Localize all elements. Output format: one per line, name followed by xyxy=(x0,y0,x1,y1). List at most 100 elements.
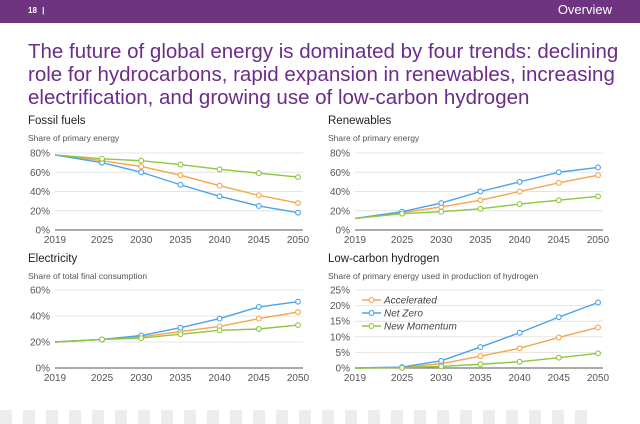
series-line-new-momentum xyxy=(354,352,599,369)
header-bar: 18 Overview xyxy=(0,0,640,23)
data-point xyxy=(295,200,301,207)
data-point xyxy=(138,157,145,164)
data-point xyxy=(399,210,405,217)
data-point xyxy=(216,193,223,200)
data-point xyxy=(438,357,445,364)
data-point xyxy=(295,209,301,216)
data-point xyxy=(255,170,262,177)
data-point xyxy=(555,314,562,321)
data-point xyxy=(438,208,445,215)
data-point xyxy=(177,161,184,168)
y-tick-label: 60% xyxy=(330,168,350,179)
data-point xyxy=(516,188,523,195)
x-tick-label: 2030 xyxy=(430,235,453,246)
data-point xyxy=(177,172,184,179)
x-tick-label: 2045 xyxy=(248,235,271,246)
data-point xyxy=(555,354,562,361)
data-point xyxy=(255,326,262,332)
x-tick-label: 2025 xyxy=(391,235,414,246)
x-tick-label: 2040 xyxy=(208,235,231,246)
y-tick-label: 80% xyxy=(30,149,50,160)
x-tick-label: 2045 xyxy=(548,235,571,246)
legend-label: Net Zero xyxy=(384,309,423,320)
data-point xyxy=(595,324,601,331)
data-point xyxy=(399,364,405,371)
data-point xyxy=(595,164,601,171)
data-point xyxy=(595,172,601,179)
x-tick-label: 2019 xyxy=(44,235,67,246)
y-tick-label: 0% xyxy=(336,364,351,375)
data-point xyxy=(477,205,484,212)
x-tick-label: 2019 xyxy=(344,235,367,246)
data-point xyxy=(177,324,184,331)
chart-title-renewables: Renewables xyxy=(328,115,392,127)
data-point xyxy=(216,166,223,173)
y-tick-label: 60% xyxy=(30,168,50,179)
y-tick-label: 80% xyxy=(330,149,350,160)
data-point xyxy=(138,335,145,342)
x-tick-label: 2035 xyxy=(169,235,192,246)
data-point xyxy=(477,344,484,351)
data-point xyxy=(99,336,105,343)
data-point xyxy=(216,315,223,322)
data-point xyxy=(555,197,562,204)
legend-label: Accelerated xyxy=(383,296,437,307)
data-point xyxy=(216,182,223,189)
data-point xyxy=(295,322,301,329)
data-point xyxy=(555,169,562,176)
data-point xyxy=(138,169,145,176)
y-tick-label: 25% xyxy=(330,286,350,297)
legend-label: New Momentum xyxy=(384,322,457,333)
data-point xyxy=(516,345,523,352)
data-point xyxy=(177,181,184,188)
data-point xyxy=(255,192,262,199)
series-line-accelerated xyxy=(54,311,299,343)
data-point xyxy=(595,193,601,200)
data-point xyxy=(477,361,484,368)
data-point xyxy=(99,155,105,162)
y-tick-label: 20% xyxy=(330,206,350,217)
x-tick-label: 2025 xyxy=(91,235,114,246)
y-tick-label: 40% xyxy=(330,187,350,198)
x-tick-label: 2050 xyxy=(587,235,610,246)
legend-marker xyxy=(368,297,375,303)
x-tick-label: 2035 xyxy=(169,373,192,384)
data-point xyxy=(477,353,484,360)
data-point xyxy=(438,200,445,207)
x-tick-label: 2025 xyxy=(91,373,114,384)
data-point xyxy=(516,329,523,336)
x-tick-label: 2030 xyxy=(130,373,153,384)
x-tick-label: 2045 xyxy=(248,373,271,384)
data-point xyxy=(177,331,184,338)
data-point xyxy=(477,197,484,204)
chart-title-hydrogen: Low-carbon hydrogen xyxy=(328,253,440,265)
data-point xyxy=(255,202,262,209)
data-point xyxy=(438,363,445,370)
y-tick-label: 40% xyxy=(30,312,50,323)
y-tick-label: 40% xyxy=(30,187,50,198)
y-tick-label: 20% xyxy=(30,206,50,217)
data-point xyxy=(516,201,523,207)
x-tick-label: 2019 xyxy=(44,373,67,384)
x-tick-label: 2030 xyxy=(430,373,453,384)
data-point xyxy=(138,163,145,170)
data-point xyxy=(295,309,301,316)
x-tick-label: 2050 xyxy=(287,235,310,246)
data-point xyxy=(295,174,301,181)
y-tick-label: 10% xyxy=(330,332,350,343)
series-line-accelerated xyxy=(354,326,599,369)
data-point xyxy=(216,327,223,334)
y-tick-label: 0% xyxy=(36,364,51,375)
chart-title-fossil: Fossil fuels xyxy=(28,115,86,127)
data-point xyxy=(516,178,523,185)
data-point xyxy=(595,299,601,306)
chart-subtitle-hydrogen: Share of primary energy used in producti… xyxy=(328,271,539,281)
series-line-accelerated xyxy=(354,174,599,220)
y-tick-label: 0% xyxy=(36,226,51,237)
x-tick-label: 2030 xyxy=(130,235,153,246)
x-tick-label: 2035 xyxy=(469,235,492,246)
section-title: Overview xyxy=(557,2,612,17)
y-tick-label: 15% xyxy=(330,317,350,328)
x-tick-label: 2040 xyxy=(508,235,531,246)
